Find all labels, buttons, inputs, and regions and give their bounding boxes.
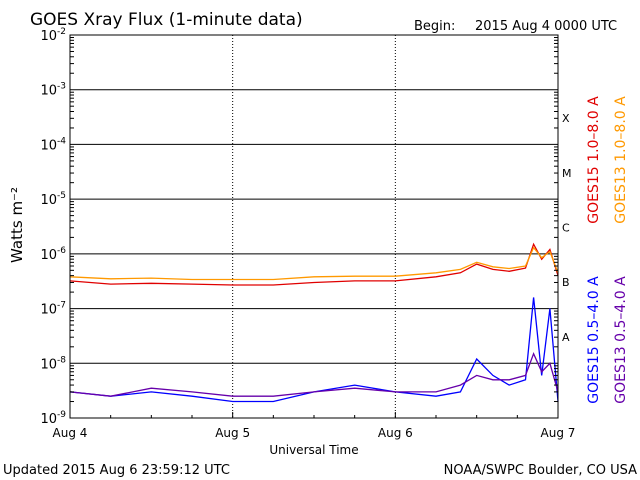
series-line-3 <box>69 351 559 397</box>
legend-goes13-short: GOES13 0.5–4.0 A <box>613 276 629 404</box>
flare-class-label: X <box>562 112 570 125</box>
x-tick-label: Aug 5 <box>215 426 250 440</box>
x-axis-title: Universal Time <box>269 443 358 457</box>
legend-goes15-short: GOES15 0.5–4.0 A <box>586 276 602 404</box>
updated-timestamp: Updated 2015 Aug 6 23:59:12 UTC <box>3 463 230 478</box>
begin-label: Begin: <box>414 19 455 34</box>
series-line-2 <box>69 297 559 403</box>
flare-class-label: M <box>562 167 572 180</box>
chart-title: GOES Xray Flux (1-minute data) <box>30 10 303 30</box>
x-tick-label: Aug 7 <box>541 426 576 440</box>
y-tick-label: 10-8 <box>40 355 66 372</box>
plot-frame <box>69 34 559 419</box>
x-tick-label: Aug 4 <box>53 426 88 440</box>
y-tick-label: 10-2 <box>40 27 66 44</box>
series-line-0 <box>69 242 559 286</box>
y-tick-label: 10-9 <box>40 410 66 427</box>
x-tick-label: Aug 6 <box>378 426 413 440</box>
data-source: NOAA/SWPC Boulder, CO USA <box>444 463 637 478</box>
flare-class-label: C <box>562 222 570 235</box>
flare-class-label: B <box>562 276 570 289</box>
y-tick-label: 10-7 <box>40 301 66 318</box>
y-tick-label: 10-3 <box>40 82 66 99</box>
flare-class-label: A <box>562 331 570 344</box>
grid-layer <box>70 34 558 419</box>
y-axis-title: Watts m⁻² <box>8 187 26 263</box>
legend-goes13-long: GOES13 1.0–8.0 A <box>613 96 629 224</box>
series-layer <box>69 242 559 403</box>
series-line-1 <box>69 246 559 281</box>
y-tick-label: 10-4 <box>40 136 66 153</box>
y-tick-label: 10-6 <box>40 246 66 263</box>
legend-goes15-long: GOES15 1.0–8.0 A <box>586 96 602 224</box>
y-tick-label: 10-5 <box>40 191 66 208</box>
begin-date: 2015 Aug 4 0000 UTC <box>475 19 617 34</box>
